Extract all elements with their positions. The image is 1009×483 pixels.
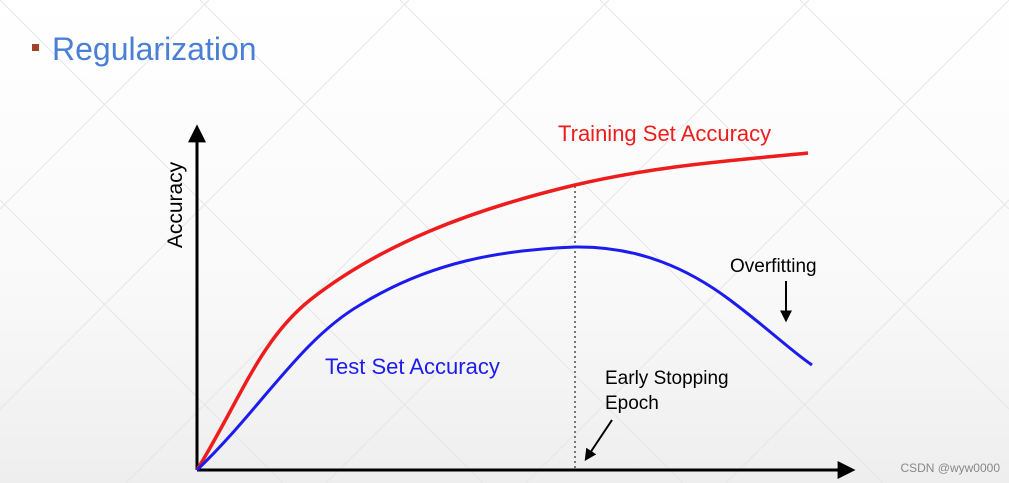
y-axis-label: Accuracy: [164, 161, 187, 248]
test-curve: [195, 245, 813, 472]
slide-title: Regularization: [52, 31, 257, 67]
early-stopping-label: Early Stopping: [605, 368, 729, 389]
test-label: Test Set Accuracy: [325, 354, 500, 379]
training-curve: [195, 151, 809, 471]
early-stopping-label: Epoch: [605, 393, 659, 414]
training-label: Training Set Accuracy: [558, 121, 771, 146]
bullet: [32, 44, 39, 51]
early-stopping-arrow: [584, 419, 613, 461]
watermark: CSDN @wyw0000: [900, 461, 1000, 475]
overfitting-label: Overfitting: [730, 256, 817, 277]
